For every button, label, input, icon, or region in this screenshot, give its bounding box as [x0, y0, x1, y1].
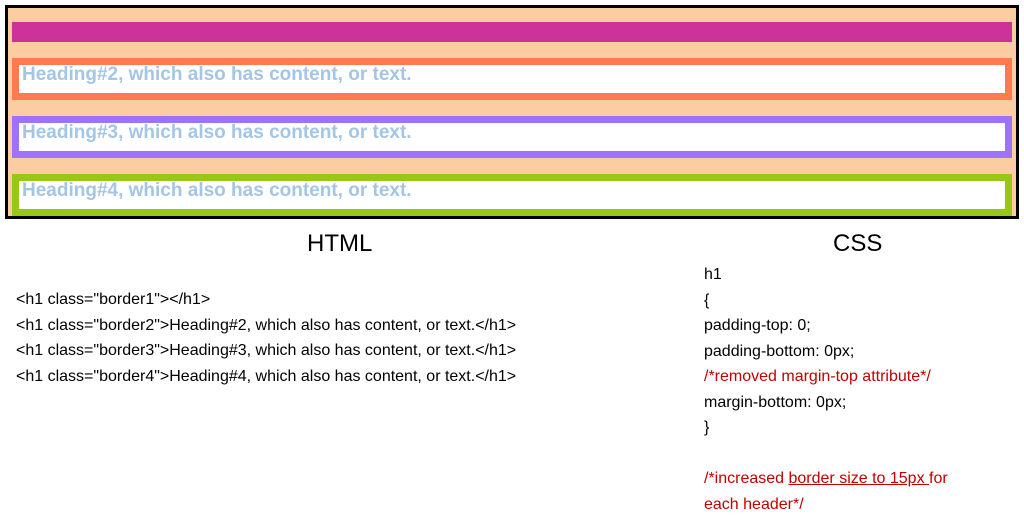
- heading-1-bar: [12, 22, 1012, 42]
- css-comment-border-prefix: /*increased: [704, 470, 789, 487]
- css-comment-border-line2: each header*/: [704, 495, 804, 513]
- css-code-line-padding-bottom: padding-bottom: 0px;: [704, 342, 855, 360]
- css-code-line-padding-top: padding-top: 0;: [704, 317, 811, 334]
- css-code-line-open-brace: {: [704, 291, 710, 309]
- heading-2-text: Heading#2, which also has content, or te…: [22, 64, 412, 85]
- html-section-title: HTML: [307, 230, 373, 257]
- css-code-line-margin-bottom: margin-bottom: 0px;: [704, 393, 847, 411]
- css-comment-border-suffix: for: [929, 470, 948, 487]
- heading-3-box: Heading#3, which also has content, or te…: [12, 116, 1012, 158]
- css-code-line-close-brace: }: [704, 419, 710, 436]
- rendered-output-panel: Heading#2, which also has content, or te…: [5, 5, 1019, 219]
- heading-3-text: Heading#3, which also has content, or te…: [22, 122, 412, 143]
- css-code-line-selector: h1: [704, 266, 722, 283]
- heading-4-box: Heading#4, which also has content, or te…: [12, 174, 1012, 216]
- heading-2-box: Heading#2, which also has content, or te…: [12, 58, 1012, 100]
- css-code-blank-line: ​: [704, 441, 948, 467]
- css-comment-margin-top: /*removed margin-top attribute*/: [704, 368, 931, 385]
- heading-4-text: Heading#4, which also has content, or te…: [22, 180, 412, 201]
- css-comment-border-size: /*increased border size to 15px for: [704, 466, 948, 492]
- css-section-title: CSS: [833, 230, 883, 257]
- css-comment-border-underlined: border size to 15px: [788, 470, 930, 487]
- html-code-line-2: <h1 class="border2">Heading#2, which als…: [16, 316, 517, 334]
- css-code-block: h1 { padding-top: 0; padding-bottom: 0px; /*…: [704, 262, 948, 517]
- html-code-block: <h1 class="border1"></h1> <h1 class="bord…: [16, 287, 516, 389]
- html-code-line-1: <h1 class="border1"></h1>: [16, 291, 211, 308]
- html-code-line-3: <h1 class="border3">Heading#3, which als…: [16, 342, 517, 359]
- html-code-line-4: <h1 class="border4">Heading#4, which als…: [16, 367, 517, 385]
